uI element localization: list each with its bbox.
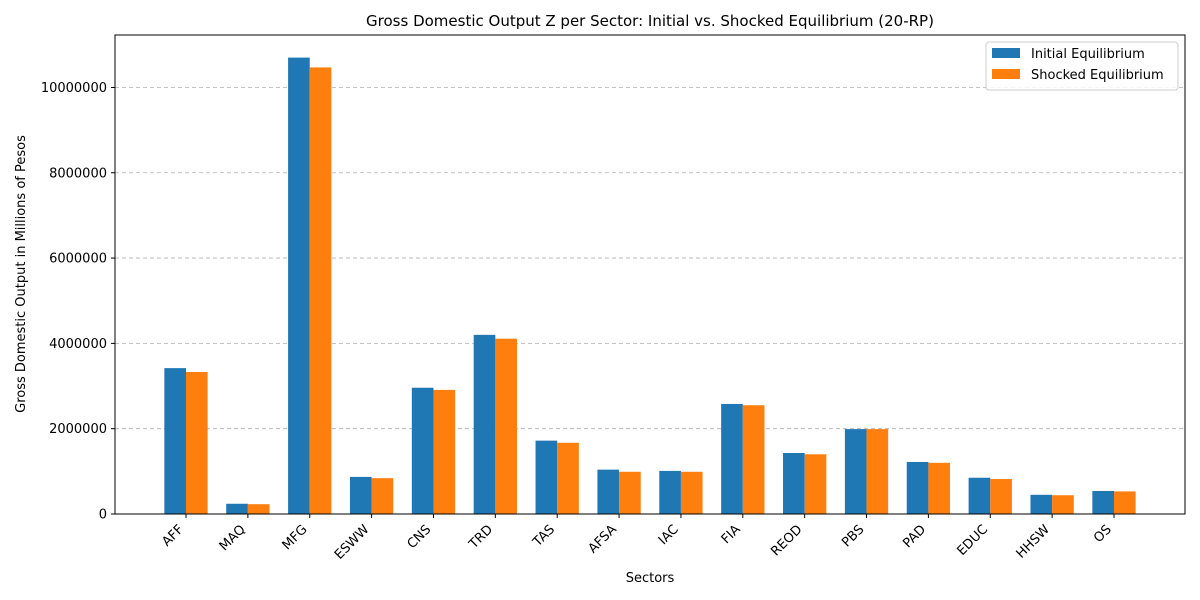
- y-tick-label: 2000000: [49, 422, 107, 437]
- x-tick-label: OS: [1091, 522, 1115, 546]
- plot-frame: [114, 34, 1186, 515]
- x-tick-label: TAS: [530, 522, 558, 550]
- legend-box: [985, 41, 1179, 91]
- bar: [597, 469, 620, 514]
- y-tick-labels: 0 2000000 4000000 6000000 8000000 10000000: [41, 81, 107, 523]
- y-tick-label: 4000000: [49, 337, 107, 352]
- bar: [164, 368, 186, 514]
- x-tick-labels: AFF MAQ MFG ESWW CNS TRD TAS AFSA IAC FIA REOD PBS P…: [159, 522, 1114, 563]
- bar: [473, 334, 496, 514]
- bar: [968, 477, 991, 514]
- bar: [186, 371, 208, 514]
- bar: [247, 504, 270, 514]
- chart-title: Gross Domestic Output Z per Sector: Init…: [366, 12, 934, 30]
- axes: [111, 34, 1186, 518]
- bar: [742, 405, 765, 514]
- legend: Initial Equilibrium Shocked Equilibrium: [985, 41, 1179, 91]
- bar: [1114, 491, 1136, 514]
- y-tick-label: 6000000: [49, 252, 107, 267]
- bar: [721, 403, 743, 514]
- x-tick-label: MFG: [280, 522, 311, 553]
- bar: [680, 471, 703, 514]
- bar: [783, 453, 805, 514]
- bar: [557, 442, 579, 514]
- legend-label: Shocked Equilibrium: [1031, 68, 1164, 83]
- bar: [495, 338, 517, 514]
- x-tick-label: ESWW: [332, 522, 373, 563]
- x-tick-label: AFF: [159, 522, 186, 549]
- bar: [226, 503, 248, 514]
- bar: [906, 461, 929, 514]
- x-tick-label: IAC: [656, 522, 682, 548]
- legend-swatch: [992, 48, 1020, 58]
- bar: [349, 476, 372, 514]
- bars: [164, 57, 1136, 514]
- bar: [866, 429, 889, 514]
- x-tick-label: EDUC: [954, 522, 991, 559]
- x-tick-label: FIA: [719, 522, 744, 547]
- bar: [619, 471, 641, 514]
- x-tick-label: AFSA: [586, 522, 620, 556]
- x-tick-label: HHSW: [1014, 522, 1053, 561]
- bar: [535, 440, 558, 514]
- bar: [1052, 495, 1074, 514]
- bar: [288, 57, 310, 514]
- y-tick-label: 0: [99, 508, 107, 523]
- bar: [928, 462, 951, 514]
- bar: [659, 470, 681, 514]
- bar: [1030, 494, 1053, 514]
- x-tick-label: REOD: [768, 522, 805, 559]
- x-axis-label: Sectors: [626, 571, 675, 586]
- bar: [411, 387, 434, 514]
- y-tick-label: 10000000: [41, 81, 107, 96]
- y-axis-label: Gross Domestic Output in Millions of Pes…: [14, 135, 29, 413]
- x-tick-label: PBS: [839, 522, 867, 550]
- legend-swatch: [992, 69, 1020, 79]
- bar: [804, 454, 827, 514]
- x-tick-label: MAQ: [217, 522, 249, 554]
- x-tick-label: PAD: [900, 522, 929, 551]
- bar: [844, 429, 867, 514]
- x-tick-label: TRD: [466, 522, 496, 552]
- x-tick-label: CNS: [405, 522, 435, 552]
- grid-lines: [115, 87, 1185, 430]
- bar: [433, 389, 456, 514]
- bar: [990, 479, 1012, 514]
- bar: [371, 478, 394, 514]
- legend-label: Initial Equilibrium: [1031, 47, 1145, 62]
- y-tick-label: 8000000: [49, 166, 107, 181]
- bar: [1092, 490, 1114, 514]
- bar: [309, 67, 332, 514]
